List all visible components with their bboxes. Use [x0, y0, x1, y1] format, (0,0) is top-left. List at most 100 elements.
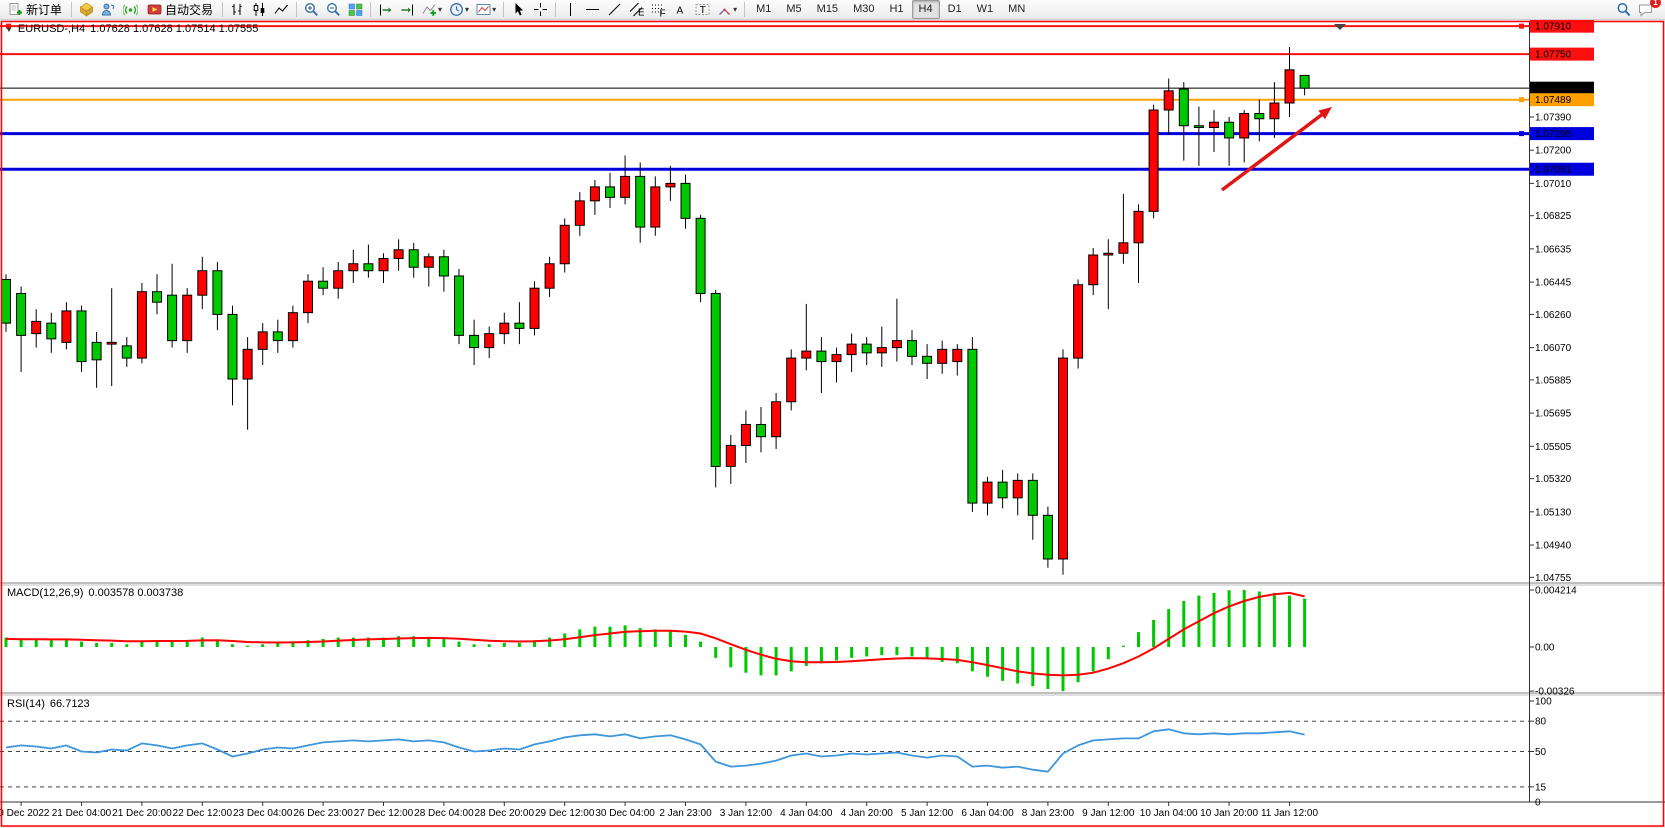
cursor-icon-button[interactable] — [508, 0, 529, 19]
text-icon: A — [673, 2, 688, 17]
svg-text:30 Dec 04:00: 30 Dec 04:00 — [595, 808, 655, 819]
svg-text:100: 100 — [1535, 697, 1552, 708]
svg-text:1.07750: 1.07750 — [1535, 50, 1572, 61]
tile-windows-icon-button[interactable] — [345, 0, 366, 19]
text-icon-button[interactable]: A — [670, 0, 691, 19]
svg-text:1.05695: 1.05695 — [1535, 409, 1572, 420]
autotrading-button[interactable]: 自动交易 — [142, 0, 218, 19]
dropdown-caret-icon[interactable]: ▾ — [492, 5, 497, 14]
svg-text:4 Jan 20:00: 4 Jan 20:00 — [841, 808, 894, 819]
zoom-out-icon — [326, 2, 341, 17]
macd-indicator-label: MACD(12,26,9) 0.003578 0.003738 — [7, 587, 183, 599]
navigator-icon — [101, 2, 116, 17]
text-label-icon: T — [695, 2, 710, 17]
svg-text:1.06445: 1.06445 — [1535, 278, 1572, 289]
bar-chart-icon-button[interactable] — [227, 0, 248, 19]
zoom-out-icon-button[interactable] — [323, 0, 344, 19]
timeframe-D1[interactable]: D1 — [947, 3, 962, 15]
chart-shift-marker-icon[interactable] — [1334, 24, 1346, 30]
equidistant-channel-icon-button[interactable]: E — [626, 0, 647, 19]
svg-text:21 Dec 20:00: 21 Dec 20:00 — [112, 808, 172, 819]
svg-text:10 Jan 04:00: 10 Jan 04:00 — [1140, 808, 1198, 819]
templates-icon — [476, 2, 491, 17]
svg-text:26 Dec 23:00: 26 Dec 23:00 — [293, 808, 353, 819]
timeframe-M30[interactable]: M30 — [853, 3, 875, 15]
crosshair-icon-button[interactable] — [530, 0, 551, 19]
chart-collapse-icon[interactable]: ▼ — [5, 24, 13, 34]
toolbar-separator — [370, 2, 372, 17]
rsi-indicator-label: RSI(14) 66.7123 — [7, 698, 90, 710]
vertical-line-icon — [563, 2, 578, 17]
svg-text:0: 0 — [1535, 798, 1541, 809]
text-label-icon-button[interactable]: T — [692, 0, 713, 19]
timeframe-W1[interactable]: W1 — [976, 3, 994, 15]
toolbar-separator — [503, 2, 505, 17]
timeframe-MN[interactable]: MN — [1008, 3, 1026, 15]
macd-histogram — [4, 589, 1307, 692]
toolbar-separator — [296, 2, 298, 17]
search-icon — [1616, 2, 1631, 17]
svg-text:0.00: 0.00 — [1535, 643, 1555, 654]
chart-shift-icon-button[interactable] — [397, 0, 418, 19]
macd-current-values: 0.003578 0.003738 — [88, 587, 184, 599]
chat-icon-button[interactable]: 1 — [1635, 0, 1661, 19]
search-icon-button[interactable] — [1613, 0, 1634, 19]
timeframe-M15[interactable]: M15 — [816, 3, 839, 15]
svg-text:20 Dec 2022: 20 Dec 2022 — [0, 808, 50, 819]
macd-signal-line — [5, 591, 1305, 677]
svg-text:29 Dec 12:00: 29 Dec 12:00 — [535, 808, 595, 819]
svg-text:2 Jan 23:00: 2 Jan 23:00 — [659, 808, 712, 819]
svg-text:80: 80 — [1535, 717, 1547, 728]
market-icon-button[interactable] — [76, 0, 97, 19]
dropdown-caret-icon[interactable]: ▾ — [465, 5, 470, 14]
trendline-icon-button[interactable] — [604, 0, 625, 19]
equidistant-channel-icon: E — [629, 2, 645, 19]
svg-text:1.07390: 1.07390 — [1535, 113, 1572, 124]
svg-text:1.06070: 1.06070 — [1535, 343, 1572, 354]
periods-icon-button[interactable]: ▾ — [446, 0, 472, 19]
svg-text:28 Dec 04:00: 28 Dec 04:00 — [414, 808, 474, 819]
svg-text:T: T — [700, 5, 706, 16]
auto-scroll-icon-button[interactable] — [375, 0, 396, 19]
svg-text:1.05320: 1.05320 — [1535, 474, 1572, 485]
dropdown-caret-icon[interactable]: ▾ — [438, 5, 443, 14]
timeframe-H1[interactable]: H1 — [889, 3, 904, 15]
vertical-line-icon-button[interactable] — [560, 0, 581, 19]
chart-window[interactable]: 1.07390 1.07200 1.07010 1.06825 1.06635 1.064… — [0, 20, 1665, 828]
chart-ohlc-values: 1.07628 1.07628 1.07514 1.07555 — [90, 23, 259, 35]
fibonacci-icon: F — [651, 2, 666, 20]
rsi-name: RSI(14) — [7, 698, 45, 710]
svg-text:1.04755: 1.04755 — [1535, 573, 1572, 584]
svg-text:11 Jan 12:00: 11 Jan 12:00 — [1261, 808, 1319, 819]
svg-text:1.05505: 1.05505 — [1535, 442, 1572, 453]
arrows-icon — [717, 2, 732, 17]
timeframe-M1[interactable]: M1 — [756, 3, 772, 15]
arrows-icon-button[interactable]: ▾ — [714, 0, 740, 19]
line-chart-icon-button[interactable] — [271, 0, 292, 19]
timeframe-M5[interactable]: M5 — [786, 3, 802, 15]
notification-badge: 1 — [1650, 0, 1661, 8]
svg-text:3 Jan 12:00: 3 Jan 12:00 — [720, 808, 773, 819]
timeframe-H4[interactable]: H4 — [911, 0, 940, 19]
templates-icon-button[interactable]: ▾ — [473, 0, 499, 19]
svg-text:15: 15 — [1535, 782, 1547, 793]
dropdown-caret-icon[interactable]: ▾ — [733, 5, 738, 14]
trend-arrow-object[interactable] — [1220, 107, 1332, 192]
auto-scroll-icon — [378, 2, 393, 17]
zoom-in-icon-button[interactable] — [301, 0, 322, 19]
svg-text:22 Dec 12:00: 22 Dec 12:00 — [173, 808, 233, 819]
signals-icon-button[interactable] — [120, 0, 141, 19]
fibonacci-icon-button[interactable]: F — [648, 0, 669, 20]
candlestick-chart-icon-button[interactable] — [249, 0, 270, 19]
svg-text:1.07010: 1.07010 — [1535, 179, 1572, 190]
horizontal-line-icon-button[interactable] — [582, 0, 603, 19]
price-axis[interactable]: 1.07390 1.07200 1.07010 1.06825 1.06635 1.064… — [1529, 113, 1572, 584]
svg-text:1.06825: 1.06825 — [1535, 211, 1572, 222]
indicators-icon-button[interactable]: ▾ — [419, 0, 445, 19]
navigator-icon-button[interactable] — [98, 0, 119, 19]
svg-text:50: 50 — [1535, 747, 1547, 758]
new-order-button[interactable]: 新订单 — [3, 0, 67, 19]
horizontal-line-icon — [585, 2, 600, 17]
chart-background — [2, 21, 1663, 826]
